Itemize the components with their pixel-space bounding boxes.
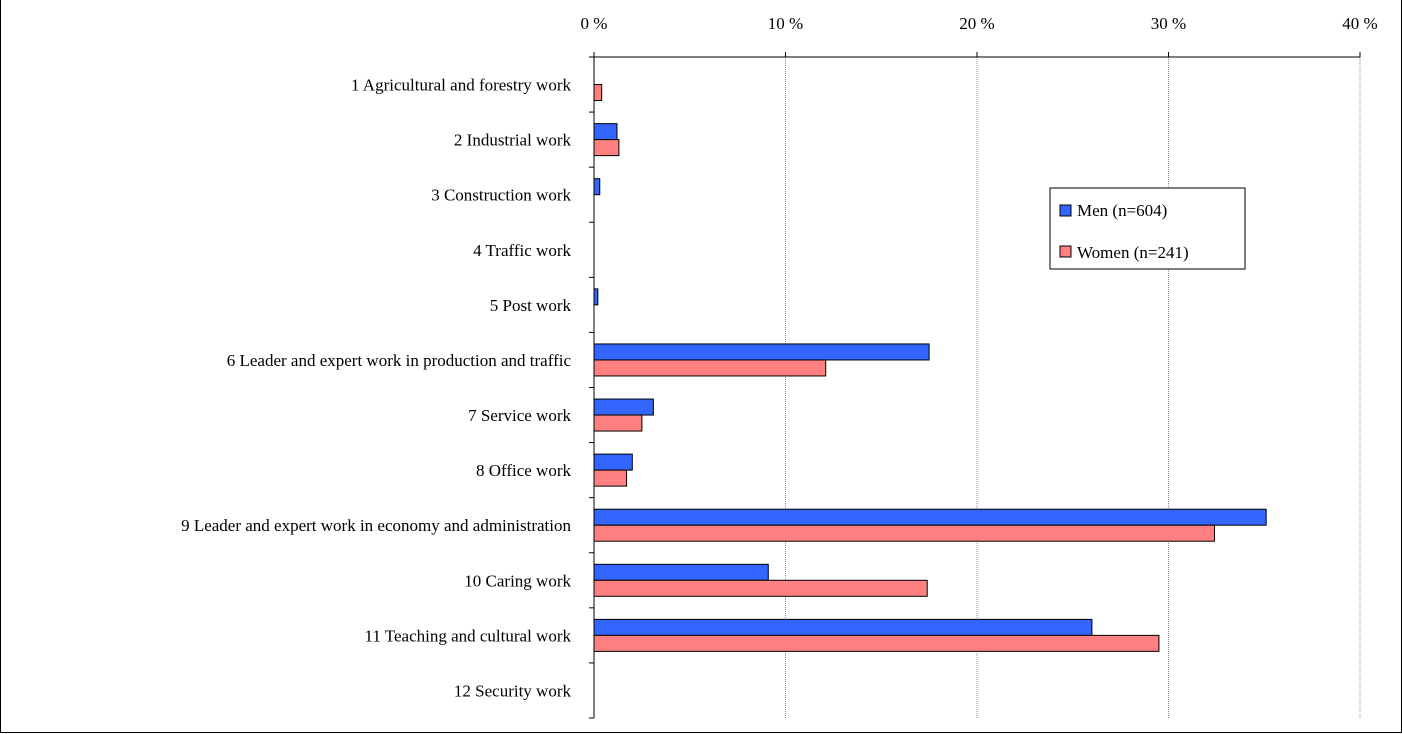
bar-men [593, 123, 618, 141]
bar-men [593, 618, 1093, 636]
category-label: 4 Traffic work [473, 241, 571, 260]
category-label: 5 Post work [490, 296, 572, 315]
bar-men [593, 343, 930, 361]
legend-label-men: Men (n=604) [1077, 201, 1167, 220]
category-label: 10 Caring work [464, 571, 571, 590]
legend-swatch-women [1059, 245, 1072, 258]
category-label: 9 Leader and expert work in economy and … [181, 516, 571, 535]
legend-box [1049, 187, 1246, 270]
bar-women [593, 469, 628, 487]
category-label: 1 Agricultural and forestry work [351, 76, 571, 95]
x-tick-label: 40 % [1342, 14, 1377, 33]
bar-men [593, 288, 599, 306]
bar-women [593, 139, 620, 157]
legend-swatch-men [1059, 204, 1072, 217]
category-label: 12 Security work [454, 681, 572, 700]
bar-men [593, 178, 601, 196]
bar-women [593, 634, 1160, 652]
bar-men [593, 563, 769, 581]
category-label: 6 Leader and expert work in production a… [227, 351, 572, 370]
category-label: 2 Industrial work [454, 131, 572, 150]
bar-women [593, 414, 643, 432]
x-tick-label: 20 % [959, 14, 994, 33]
legend: Men (n=604) Women (n=241) [1049, 187, 1246, 270]
x-tick-label: 30 % [1151, 14, 1186, 33]
bar-women [593, 359, 827, 377]
category-label: 11 Teaching and cultural work [364, 626, 571, 645]
bars [593, 84, 1267, 652]
x-axis-ticks: 0 % 10 % 20 % 30 % 40 % [581, 14, 1378, 57]
axes [589, 56, 1360, 719]
bar-women [593, 579, 928, 597]
category-labels: 1 Agricultural and forestry work 2 Indust… [181, 76, 571, 701]
bar-women [593, 84, 603, 102]
bar-men [593, 398, 654, 416]
x-tick-label: 0 % [581, 14, 608, 33]
x-tick-label: 10 % [768, 14, 803, 33]
bar-men [593, 453, 633, 471]
category-label: 7 Service work [468, 406, 571, 425]
category-label: 8 Office work [476, 461, 572, 480]
category-label: 3 Construction work [431, 186, 571, 205]
legend-label-women: Women (n=241) [1077, 243, 1189, 262]
bar-men [593, 508, 1267, 526]
bar-women [593, 524, 1215, 542]
gridlines [785, 57, 1361, 718]
